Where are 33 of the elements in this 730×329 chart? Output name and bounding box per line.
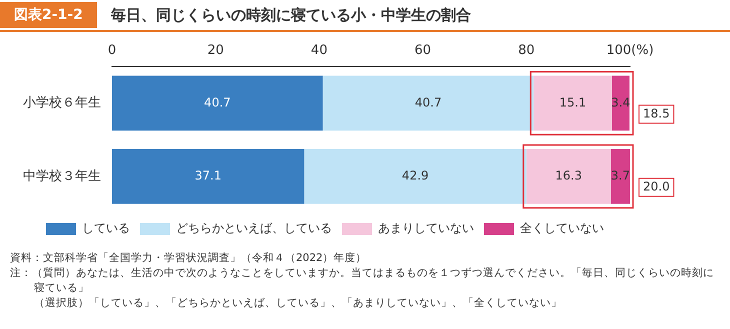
data-label: 15.1: [559, 95, 586, 110]
data-label: 42.9: [402, 168, 429, 183]
y-tick-label: 中学校３年生: [23, 168, 101, 184]
bar: [112, 148, 304, 204]
x-tick-label: 20: [207, 43, 224, 58]
x-tick-label: 40: [310, 43, 328, 58]
text: 資料：文部科学省「全国学力・学習状況調査」（令和４（2022）年度）: [10, 251, 368, 266]
legend-label: している: [82, 221, 130, 236]
x-tick-label: 60: [414, 43, 432, 58]
x-tick-label: 80: [518, 43, 535, 58]
legend-label: どちらかといえば、している: [176, 221, 332, 236]
bar: [322, 76, 534, 131]
text: （選択肢）「している」、「どちらかといえば、している」、「あまりしていない」、「全くしていない」: [33, 296, 563, 311]
x-tick-label: 100(%): [606, 43, 654, 58]
bar: [610, 148, 630, 204]
data-label: 3.7: [610, 168, 630, 183]
data-label: 16.3: [555, 168, 582, 183]
annotation: 18.5: [643, 106, 670, 120]
bar: [304, 148, 526, 204]
chart-subtitle: 毎日、同じくらいの時刻に寝ている小・中学生の割合: [110, 6, 471, 24]
data-label: 40.7: [414, 95, 442, 110]
bar: [112, 76, 323, 131]
annotation: 20.0: [643, 180, 670, 194]
data-label: 37.1: [194, 168, 222, 183]
bar: [526, 148, 611, 204]
data-label: 40.7: [204, 95, 231, 110]
bar: [534, 76, 612, 131]
text: 注：（質問）あなたは、生活の中で次のようなことをしていますか。当てはまるものを１つずつ選んでください。「毎日、同じくらいの時刻に寝ている」: [10, 266, 715, 296]
chart-title: 図表2-1-2: [0, 2, 97, 28]
legend-label: 全くしていない: [520, 221, 604, 236]
legend-label: あまりしていない: [378, 221, 474, 236]
y-tick-label: 小学校６年生: [23, 96, 101, 111]
x-tick-label: 0: [108, 43, 116, 58]
